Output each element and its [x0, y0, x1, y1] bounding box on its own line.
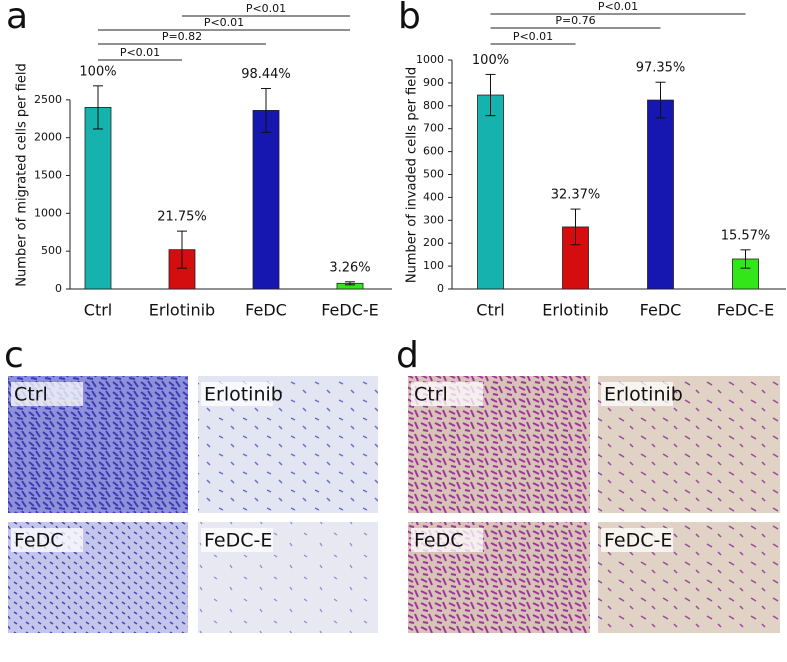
- significance-label: P=0.82: [162, 30, 202, 43]
- y-tick-label: 1000: [34, 206, 62, 219]
- error-bar: [93, 85, 103, 130]
- tile-label: Ctrl: [14, 384, 48, 406]
- bar: [477, 94, 504, 290]
- y-tick-label: 900: [423, 76, 444, 89]
- tile-label: FeDC-E: [604, 530, 672, 552]
- y-tick-label: 300: [423, 213, 444, 226]
- error-bar: [485, 73, 496, 117]
- error-bar: [570, 208, 581, 246]
- y-tick-label: 500: [423, 168, 444, 181]
- tile-label: FeDC-E: [204, 530, 272, 552]
- tile-label-bg: [201, 528, 273, 552]
- tile-label-bg: [601, 528, 673, 552]
- bar: [647, 99, 674, 290]
- y-tick-label: 0: [437, 282, 444, 295]
- significance-label: P<0.01: [204, 16, 244, 29]
- y-axis-label: Number of migrated cells per field: [15, 63, 30, 286]
- percent-label: 3.26%: [329, 260, 370, 275]
- tile-label-bg: [411, 528, 483, 552]
- y-tick-label: 800: [423, 99, 444, 112]
- error-bar: [345, 281, 355, 286]
- tile-label-bg: [411, 382, 483, 406]
- y-tick-label: 700: [423, 122, 444, 135]
- tile-label: FeDC: [414, 530, 463, 552]
- y-tick-label: 100: [423, 259, 444, 272]
- error-bar: [740, 249, 751, 269]
- y-tick-label: 2500: [34, 93, 62, 106]
- significance-label: P<0.01: [246, 2, 286, 15]
- tile-label-bg: [601, 382, 673, 406]
- y-tick-label: 500: [41, 244, 62, 257]
- tile-label: Erlotinib: [604, 384, 683, 406]
- percent-label: 97.35%: [636, 61, 686, 76]
- significance-label: P<0.01: [120, 46, 160, 59]
- panel-label: b: [398, 0, 421, 37]
- tile-label: FeDC: [14, 530, 63, 552]
- y-tick-label: 200: [423, 236, 444, 249]
- bar: [252, 110, 280, 290]
- tile-label: Ctrl: [414, 384, 448, 406]
- x-tick-label: FeDC-E: [717, 301, 775, 320]
- tile-label-bg: [11, 382, 83, 406]
- x-tick-label: FeDC: [245, 301, 287, 320]
- y-axis-label: Number of invaded cells per field: [405, 67, 420, 283]
- panel-label: d: [396, 335, 419, 376]
- x-tick-label: Erlotinib: [149, 301, 215, 320]
- percent-label: 21.75%: [157, 210, 207, 225]
- y-tick-label: 2000: [34, 131, 62, 144]
- percent-label: 15.57%: [721, 228, 771, 243]
- y-tick-label: 1000: [416, 53, 444, 66]
- y-tick-label: 0: [55, 282, 62, 295]
- tile-label-bg: [11, 528, 83, 552]
- panel-label: a: [6, 0, 28, 37]
- percent-label: 32.37%: [551, 188, 601, 203]
- tile-label: Erlotinib: [204, 384, 283, 406]
- panel-label: c: [4, 335, 24, 376]
- x-tick-label: Erlotinib: [542, 301, 608, 320]
- significance-label: P<0.01: [598, 0, 638, 13]
- x-tick-label: FeDC-E: [321, 301, 379, 320]
- significance-label: P<0.01: [513, 30, 553, 43]
- error-bar: [261, 87, 271, 133]
- error-bar: [177, 230, 187, 269]
- y-tick-label: 600: [423, 145, 444, 158]
- x-tick-label: FeDC: [640, 301, 682, 320]
- tile-label-bg: [201, 382, 273, 406]
- significance-label: P=0.76: [555, 14, 595, 27]
- y-tick-label: 400: [423, 190, 444, 203]
- percent-label: 98.44%: [241, 67, 291, 82]
- bar: [84, 107, 112, 290]
- x-tick-label: Ctrl: [84, 301, 112, 320]
- percent-label: 100%: [79, 64, 116, 79]
- x-tick-label: Ctrl: [476, 301, 504, 320]
- y-tick-label: 1500: [34, 169, 62, 182]
- error-bar: [655, 81, 666, 119]
- percent-label: 100%: [472, 53, 509, 68]
